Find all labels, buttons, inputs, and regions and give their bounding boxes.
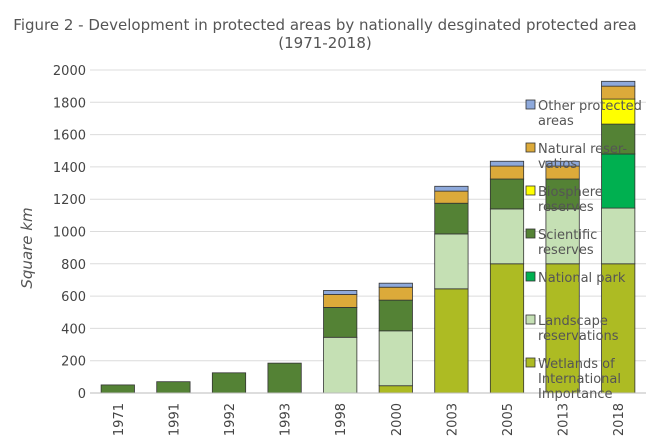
- bar-segment: [100, 384, 135, 394]
- bar-segment: [489, 263, 525, 394]
- y-tick-label: 1200: [53, 193, 86, 208]
- x-tick-label: 1991: [167, 403, 182, 436]
- y-tick-label: 1400: [53, 161, 86, 176]
- legend-label: Scientific: [538, 228, 597, 243]
- bar-segment: [434, 202, 469, 235]
- legend-label: vatios: [538, 157, 577, 172]
- x-tick-label: 2003: [445, 403, 460, 436]
- legend-swatch: [525, 142, 536, 153]
- bar-segment: [601, 207, 636, 265]
- chart-title-line-2: (1971-2018): [278, 34, 371, 52]
- y-axis-label: Square km: [18, 207, 36, 288]
- bar-segment: [601, 153, 636, 209]
- bar-segment: [545, 263, 580, 394]
- x-tick-label: 2013: [557, 403, 572, 436]
- bar-segment: [378, 299, 413, 332]
- legend-label: National park: [538, 271, 626, 286]
- x-tick-label: 1993: [279, 403, 294, 436]
- bar-segment: [434, 185, 469, 192]
- x-tick-label: 1992: [223, 403, 238, 436]
- bar-segment: [489, 178, 525, 210]
- bar-segment: [434, 233, 469, 290]
- bar-segment: [323, 290, 358, 295]
- bar-segment: [378, 286, 413, 301]
- legend-label: areas: [538, 114, 574, 129]
- bars: [100, 80, 636, 394]
- legend-label: reservations: [538, 329, 619, 344]
- x-axis-ticks: 1971 1991 1992 1993 1998 2000 2003 2005 2013 2018: [112, 403, 627, 436]
- y-tick-label: 800: [61, 258, 86, 273]
- legend-swatch: [525, 228, 536, 239]
- x-tick-label: 1998: [334, 403, 349, 436]
- bar-segment: [489, 208, 525, 265]
- legend-swatch: [525, 185, 536, 196]
- legend-label: Wetlands of: [538, 357, 615, 372]
- legend-label: Other protected: [538, 99, 642, 114]
- bar-segment: [601, 85, 636, 100]
- chart-title-line-1: Figure 2 - Development in protected area…: [13, 16, 636, 34]
- y-tick-label: 400: [61, 322, 86, 337]
- legend-label: reserves: [538, 200, 594, 215]
- y-tick-label: 1000: [53, 226, 86, 241]
- bar-segment: [434, 288, 469, 394]
- legend-swatch: [525, 357, 536, 368]
- y-tick-label: 2000: [53, 64, 86, 79]
- bar-segment: [378, 282, 413, 288]
- bar-segment: [601, 123, 636, 155]
- y-tick-label: 200: [61, 355, 86, 370]
- legend-label: Importance: [538, 387, 613, 402]
- legend-swatch: [525, 314, 536, 325]
- bar-segment: [156, 381, 191, 394]
- legend-label: International: [538, 372, 621, 387]
- bar-segment: [323, 294, 358, 308]
- gridlines: [90, 69, 646, 362]
- legend-label: Biosphere: [538, 185, 603, 200]
- bar-segment: [323, 336, 358, 394]
- legend-swatch: [525, 99, 536, 110]
- bar-segment: [545, 160, 580, 167]
- legend-label: reserves: [538, 243, 594, 258]
- bar-segment: [434, 190, 469, 204]
- bar-segment: [601, 80, 636, 87]
- legend-label: Natural reser-: [538, 142, 627, 157]
- bar-segment: [545, 178, 580, 210]
- x-tick-label: 2000: [390, 403, 405, 436]
- x-tick-label: 2005: [501, 403, 516, 436]
- y-tick-label: 1800: [53, 96, 86, 111]
- y-tick-label: 600: [61, 290, 86, 305]
- y-tick-label: 1600: [53, 129, 86, 144]
- bar-segment: [601, 263, 636, 394]
- x-tick-label: 2018: [612, 403, 627, 436]
- x-tick-label: 1971: [112, 403, 127, 436]
- legend-label: Landscape: [538, 314, 608, 329]
- legend-swatch: [525, 271, 536, 282]
- bar-segment: [323, 307, 358, 338]
- bar-segment: [489, 165, 525, 180]
- bar-segment: [489, 160, 525, 167]
- y-axis-ticks: 0 200 400 600 800 1000 1200 1400 1600 1800 2000: [53, 64, 86, 402]
- bar-segment: [267, 362, 302, 394]
- bar-segment: [378, 385, 413, 394]
- y-tick-label: 0: [78, 387, 86, 402]
- bar-segment: [545, 208, 580, 265]
- bar-segment: [378, 330, 413, 387]
- bar-segment: [211, 372, 247, 394]
